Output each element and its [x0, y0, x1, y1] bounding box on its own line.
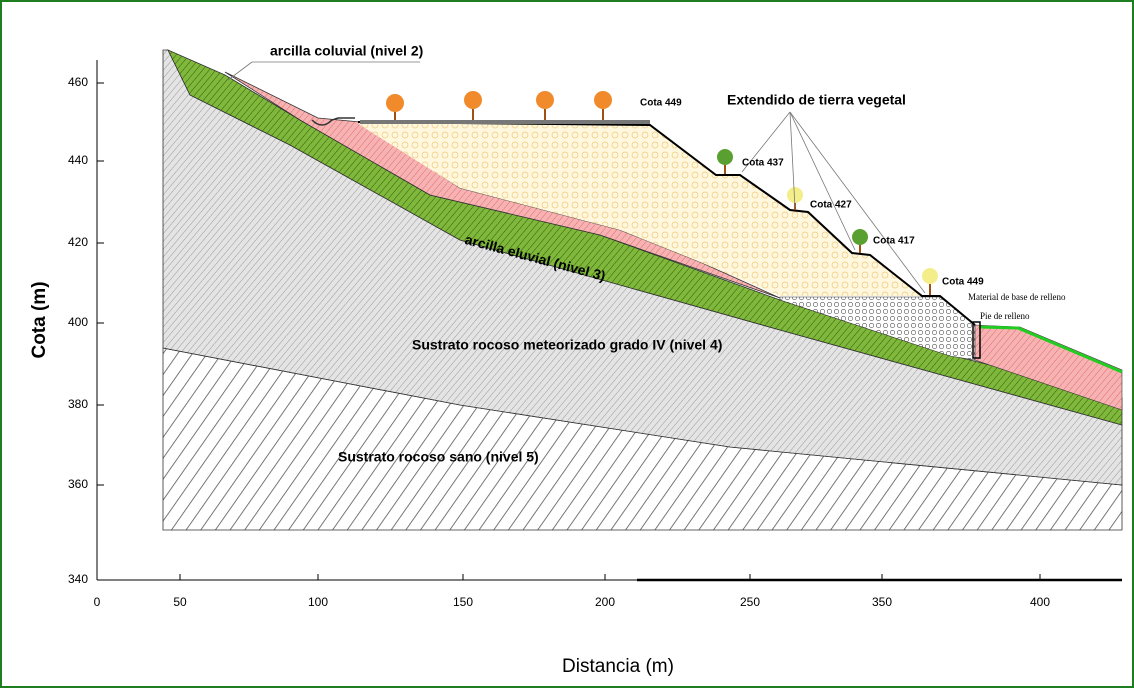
y-tick-label: 380	[68, 397, 88, 411]
x-tick-label: 50	[173, 595, 187, 609]
leader-lines	[227, 61, 926, 294]
label-vegetal: Extendido de tierra vegetal	[727, 92, 906, 108]
label-pie: Pie de relleno	[980, 311, 1030, 321]
cota: Cota 417	[873, 236, 915, 247]
cota: Cota 427	[810, 200, 852, 211]
toe	[972, 321, 981, 359]
x-tick-label: 200	[595, 595, 615, 609]
label-coluvial: arcilla coluvial (nivel 2)	[270, 43, 423, 59]
label-nivel5: Sustrato rocoso sano (nivel 5)	[338, 449, 539, 465]
label-base: Material de base de relleno	[968, 292, 1066, 302]
x-tick-label: 250	[740, 595, 760, 609]
trees	[386, 91, 938, 295]
cota: Cota 437	[742, 158, 784, 169]
vegetal-line	[979, 325, 1123, 374]
x-tick-label: 400	[1030, 595, 1050, 609]
ticks: 460 440 420 400 380 360 340 0 50 100 150 200 250 350 4…	[68, 75, 1050, 609]
cota: Cota 449	[640, 98, 682, 109]
y-tick-label: 440	[68, 153, 88, 167]
label-nivel4: Sustrato rocoso meteorizado grado IV (ni…	[412, 337, 722, 353]
y-axis-label: Cota (m)	[29, 281, 50, 358]
x-axis-label: Distancia (m)	[562, 656, 674, 677]
y-tick-label: 340	[68, 572, 88, 586]
x-tick-label: 350	[872, 595, 892, 609]
x-tick-label: 100	[308, 595, 328, 609]
fill	[358, 122, 922, 296]
y-tick-label: 400	[68, 315, 88, 329]
ditch	[311, 117, 355, 126]
y-tick-label: 460	[68, 75, 88, 89]
cota: Cota 449	[942, 277, 984, 288]
slope-profile	[357, 121, 976, 326]
x-tick-label: 150	[453, 595, 473, 609]
x-tick-label: 0	[94, 595, 101, 609]
y-tick-label: 360	[68, 477, 88, 491]
y-tick-label: 420	[68, 235, 88, 249]
